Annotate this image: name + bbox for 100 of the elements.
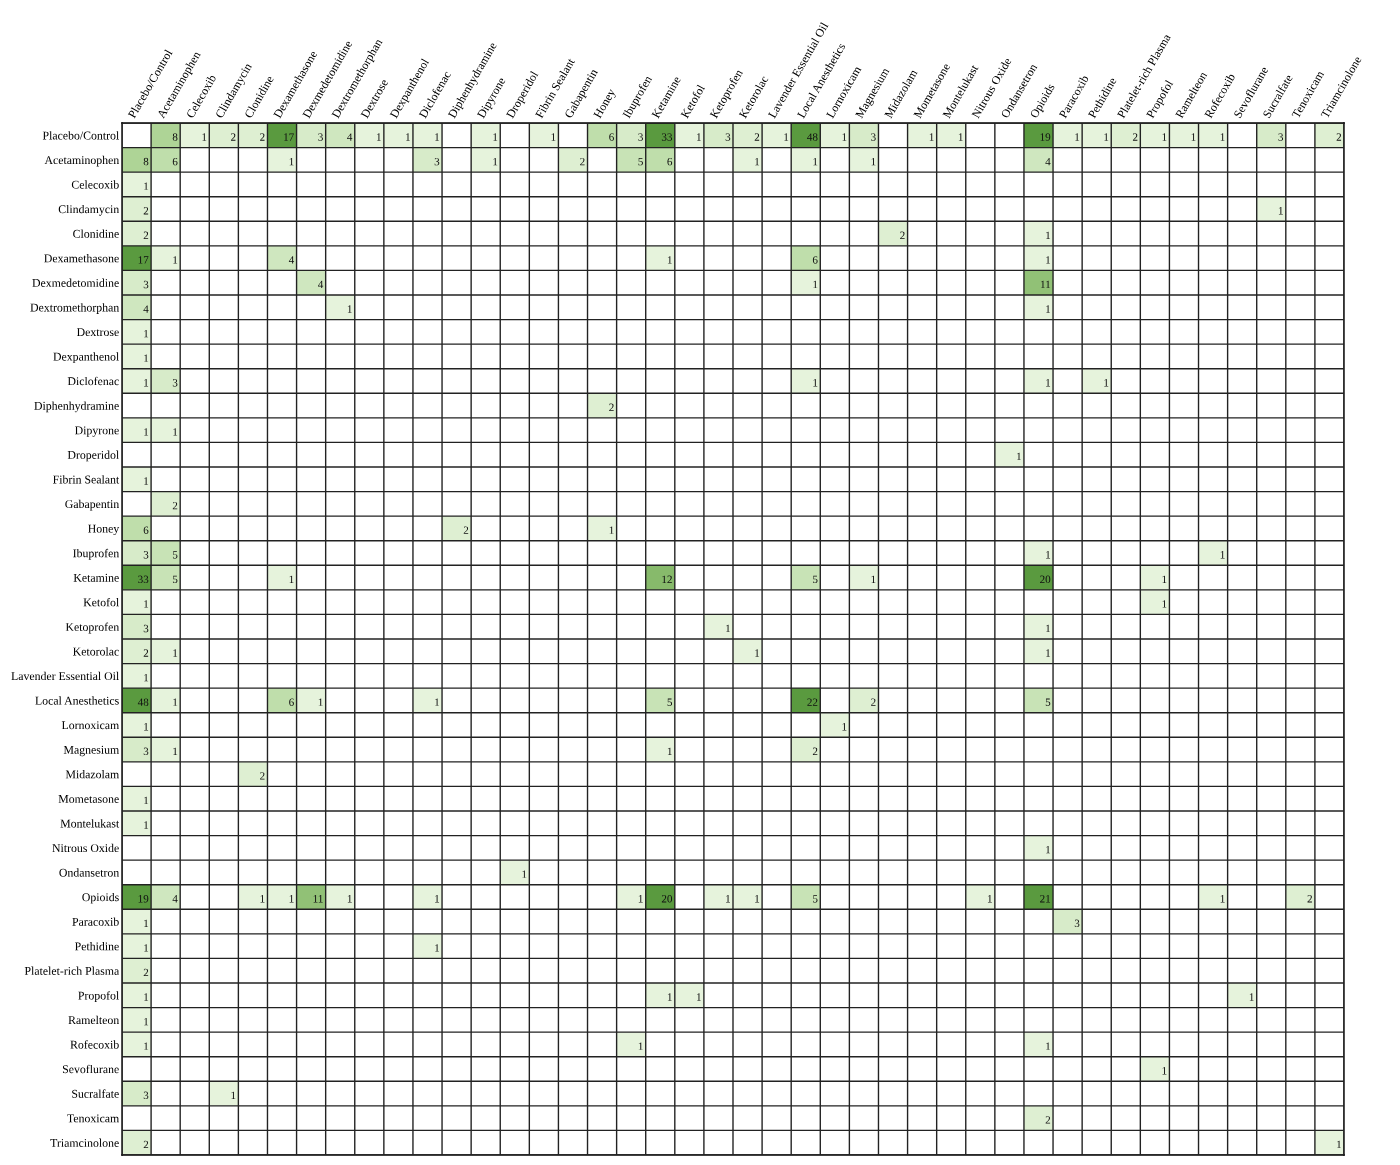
data-label: 6 [812, 256, 818, 264]
data-label: 4 [288, 256, 295, 264]
data-label: 2 [754, 133, 760, 141]
data-label: 3 [1074, 919, 1080, 928]
data-label: 6 [609, 133, 614, 141]
data-label: 6 [289, 698, 294, 706]
data-label: 3 [143, 747, 149, 756]
data-label: 1 [289, 157, 294, 166]
data-label: 1 [435, 698, 440, 706]
data-label: 1 [289, 895, 294, 903]
data-label: 48 [137, 698, 149, 706]
y-tick-label: Droperidol [67, 450, 119, 462]
data-label: 1 [1046, 379, 1051, 387]
data-label: 1 [376, 133, 381, 141]
y-tick-label: Local Anesthetics [35, 696, 119, 705]
data-label: 1 [144, 182, 149, 190]
y-tick-label: Nitrous Oxide [52, 843, 119, 853]
data-label: 1 [1046, 624, 1051, 633]
y-tick-label: Dipyrone [74, 426, 119, 437]
data-label: 2 [1132, 133, 1138, 141]
data-label: 1 [1046, 649, 1051, 657]
y-tick-label: Dexpanthenol [53, 352, 119, 364]
y-tick-label: Triamcinolone [50, 1138, 119, 1147]
data-label: 1 [1278, 207, 1283, 215]
data-label: 1 [144, 821, 149, 829]
data-label: 3 [172, 379, 178, 387]
data-label: 1 [1162, 1067, 1167, 1075]
data-label: 2 [230, 133, 236, 141]
data-label: 5 [1045, 698, 1051, 706]
data-label: 1 [842, 133, 847, 141]
data-label: 5 [172, 575, 178, 584]
data-label: 4 [1045, 157, 1051, 166]
y-tick-label: Honey [88, 524, 120, 536]
data-label: 21 [1040, 895, 1051, 903]
data-label: 1 [144, 1042, 149, 1050]
data-label: 2 [609, 403, 614, 411]
data-label: 1 [871, 575, 876, 583]
y-tick-label: Pethidine [74, 942, 119, 951]
data-label: 1 [1017, 452, 1021, 461]
data-label: 1 [1162, 600, 1167, 608]
data-label: 1 [1337, 1140, 1342, 1149]
y-tick-label: Gabapentin [65, 499, 120, 511]
data-label: 1 [144, 919, 149, 927]
data-label: 2 [143, 649, 149, 657]
y-tick-label: Magnesium [63, 745, 120, 757]
data-label: 1 [1249, 993, 1254, 1001]
y-tick-label: Lornoxicam [61, 721, 120, 730]
y-tick-label: Diphenhydramine [34, 401, 119, 413]
y-tick-label: Tenoxicam [67, 1114, 120, 1123]
y-tick-label: Mometasone [58, 795, 119, 803]
data-label: 2 [143, 231, 149, 239]
data-label: 5 [813, 575, 818, 584]
data-label: 1 [1046, 845, 1051, 854]
data-label: 3 [725, 133, 731, 141]
data-label: 1 [435, 133, 440, 141]
y-tick-label: Midazolam [65, 770, 120, 779]
data-label: 1 [813, 280, 818, 289]
y-tick-label: Propofol [78, 991, 119, 1002]
data-label: 1 [173, 649, 178, 657]
y-tick-label: Rofecoxib [70, 1040, 119, 1049]
data-label: 1 [144, 354, 149, 362]
data-label: 2 [1045, 1116, 1051, 1124]
data-label: 5 [172, 551, 178, 559]
data-label: 2 [260, 133, 265, 141]
data-label: 20 [661, 895, 673, 903]
data-label: 2 [1336, 133, 1342, 141]
data-label: 3 [143, 280, 149, 289]
data-label: 2 [143, 207, 149, 215]
y-tick-label: Montelukast [60, 819, 120, 828]
data-label: 48 [807, 133, 818, 141]
y-tick-label: Dexamethasone [44, 254, 119, 263]
data-label: 11 [1041, 280, 1051, 289]
data-label: 1 [987, 895, 992, 903]
data-label: 3 [318, 133, 323, 141]
data-label: 20 [1040, 575, 1051, 584]
data-label: 1 [755, 895, 760, 903]
y-tick-label: Ketorolac [73, 647, 119, 656]
data-label: 1 [493, 133, 498, 141]
data-label: 2 [1307, 895, 1312, 903]
data-label: 1 [202, 133, 207, 141]
data-label: 1 [522, 870, 527, 878]
data-label: 1 [667, 993, 672, 1001]
data-label: 1 [1046, 305, 1051, 313]
data-label: 3 [143, 1091, 149, 1100]
data-label: 1 [1162, 133, 1167, 141]
data-label: 1 [638, 895, 643, 903]
data-label: 1 [318, 698, 323, 706]
data-label: 1 [1104, 379, 1109, 387]
data-label: 1 [697, 993, 701, 1001]
data-label: 3 [143, 551, 149, 559]
data-label: 1 [347, 895, 352, 903]
data-label: 11 [313, 895, 323, 903]
data-label: 1 [755, 157, 760, 166]
y-tick-label: Dextromethorphan [30, 303, 120, 314]
data-label: 2 [172, 501, 178, 510]
data-label: 17 [138, 256, 149, 264]
data-label: 1 [813, 379, 818, 387]
data-label: 1 [260, 895, 265, 903]
data-label: 1 [144, 600, 149, 608]
data-label: 2 [871, 698, 876, 706]
